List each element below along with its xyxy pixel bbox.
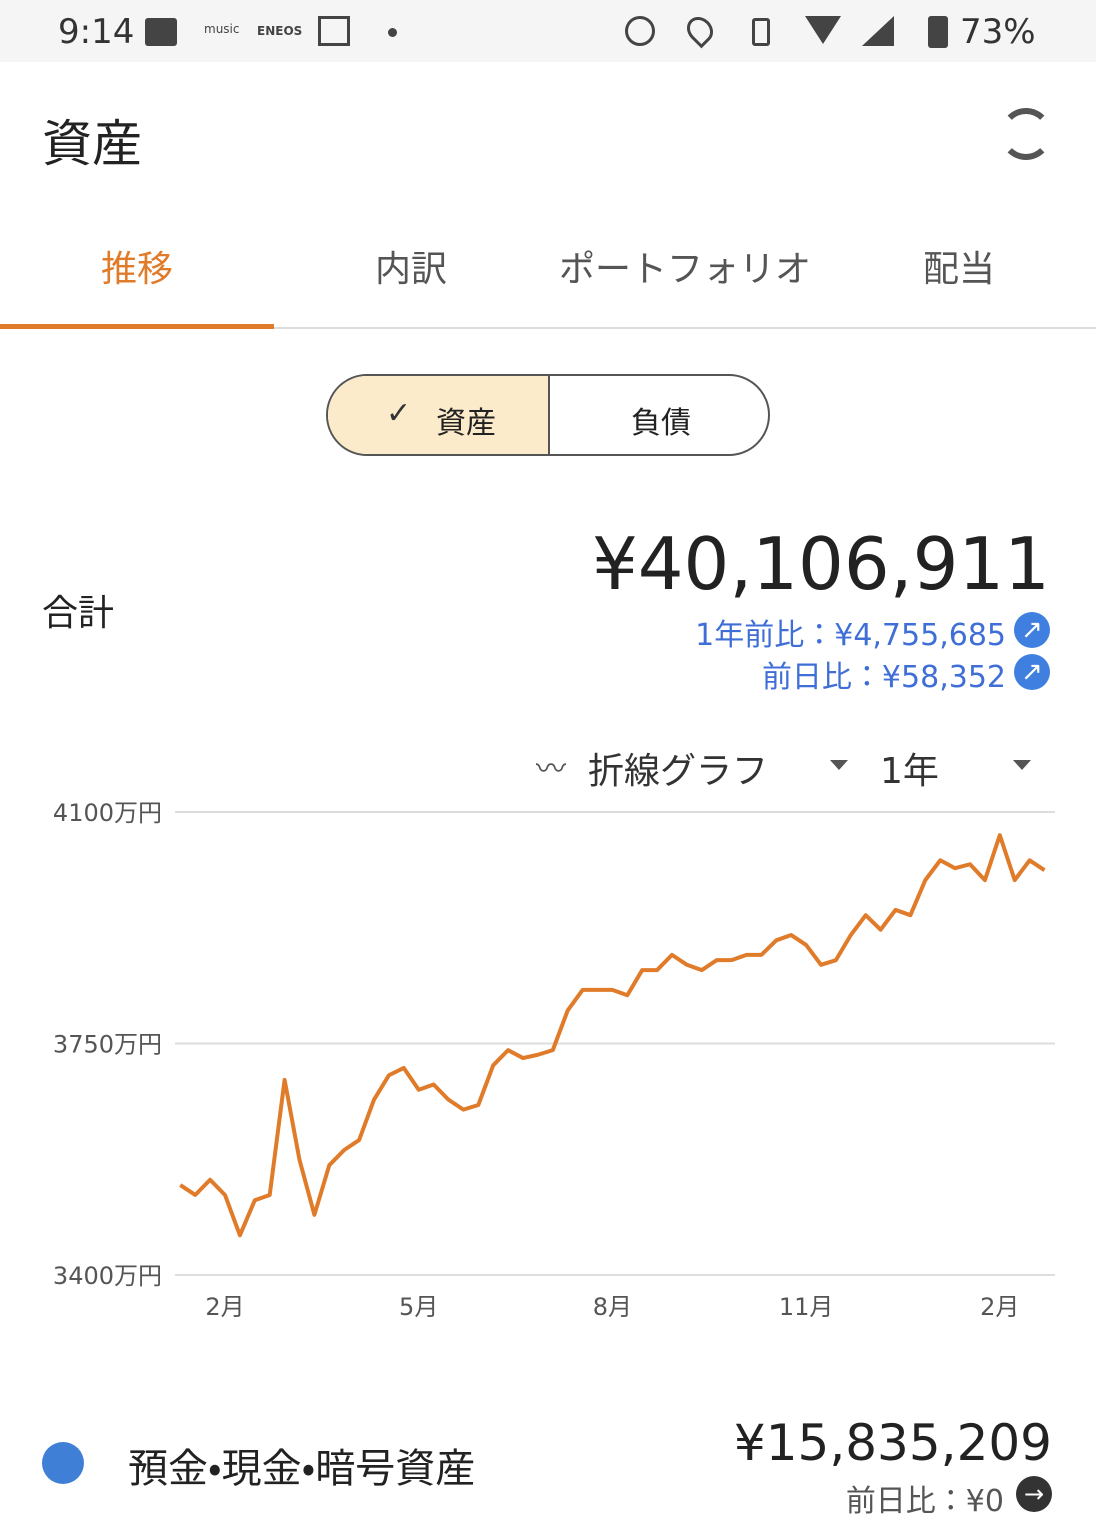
segment[interactable]: 負債 xyxy=(550,376,768,454)
period-dropdown[interactable]: 1年 xyxy=(880,751,939,792)
segment-selected[interactable]: ✓ 資産 xyxy=(328,376,550,454)
clock: 9:14 xyxy=(58,12,135,52)
up-icon: ↗ xyxy=(1014,612,1050,648)
x-tick-label: 11月 xyxy=(779,1293,834,1321)
chart-kind-icon: 〰 xyxy=(536,752,566,787)
total-label: 合計 xyxy=(42,593,115,634)
tab[interactable]: 内訳 xyxy=(374,249,447,290)
y-tick-label: 3400万円 xyxy=(53,1262,162,1290)
signal-icon xyxy=(862,16,894,46)
item-day-change: 前日比：¥0 xyxy=(845,1484,1004,1519)
status-bar: 9:14 music ENEOS 73% xyxy=(0,0,1096,62)
total-amount: ¥40,106,911 xyxy=(591,522,1050,606)
x-tick-label: 8月 xyxy=(593,1293,632,1321)
chart-kind-dropdown[interactable]: 折線グラフ xyxy=(588,751,769,792)
x-tick-label: 5月 xyxy=(399,1293,438,1321)
dropdown-arrow xyxy=(1013,760,1031,770)
tab[interactable]: 推移 xyxy=(100,249,173,290)
line xyxy=(179,833,1046,1238)
tab-divider xyxy=(0,327,1096,329)
status-icon: music xyxy=(204,22,240,36)
au-icon xyxy=(318,16,350,46)
dot xyxy=(388,28,397,37)
battery-icon xyxy=(928,16,948,48)
day-change: 前日比：¥58,352 xyxy=(761,660,1006,695)
year-change: 1年前比：¥4,755,685 xyxy=(695,618,1006,653)
alarm-icon xyxy=(625,16,655,46)
wifi-icon xyxy=(805,16,841,44)
vibrate-icon xyxy=(752,18,770,46)
check-icon: ✓ xyxy=(386,396,412,431)
x-tick-label: 2月 xyxy=(205,1293,244,1321)
item-name[interactable]: 預金・現金・暗号資産 xyxy=(128,1446,476,1492)
segment-label: 資産 xyxy=(436,406,496,441)
arrow-icon: → xyxy=(1016,1476,1052,1512)
status-icon: ENEOS xyxy=(257,24,303,38)
page-title: 資産 xyxy=(42,115,142,173)
location-icon xyxy=(681,11,719,49)
up-icon: ↗ xyxy=(1014,654,1050,690)
legend-dot xyxy=(42,1442,84,1484)
segmented-control: ✓ 資産 負債 xyxy=(326,374,770,456)
tab-indicator xyxy=(0,324,274,329)
y-tick-label: 3750万円 xyxy=(53,1031,162,1059)
battery-level: 73% xyxy=(960,12,1036,52)
tab[interactable]: ポートフォリオ xyxy=(558,249,811,290)
item-amount: ¥15,835,209 xyxy=(733,1414,1052,1472)
y-tick-label: 4100万円 xyxy=(53,799,162,827)
refresh-button[interactable] xyxy=(1000,108,1052,160)
segment-label: 負債 xyxy=(631,406,691,441)
tab[interactable]: 配当 xyxy=(922,249,995,290)
dropdown-arrow xyxy=(830,760,848,770)
x-tick-label: 2月 xyxy=(980,1293,1019,1321)
mail-icon xyxy=(145,18,177,46)
